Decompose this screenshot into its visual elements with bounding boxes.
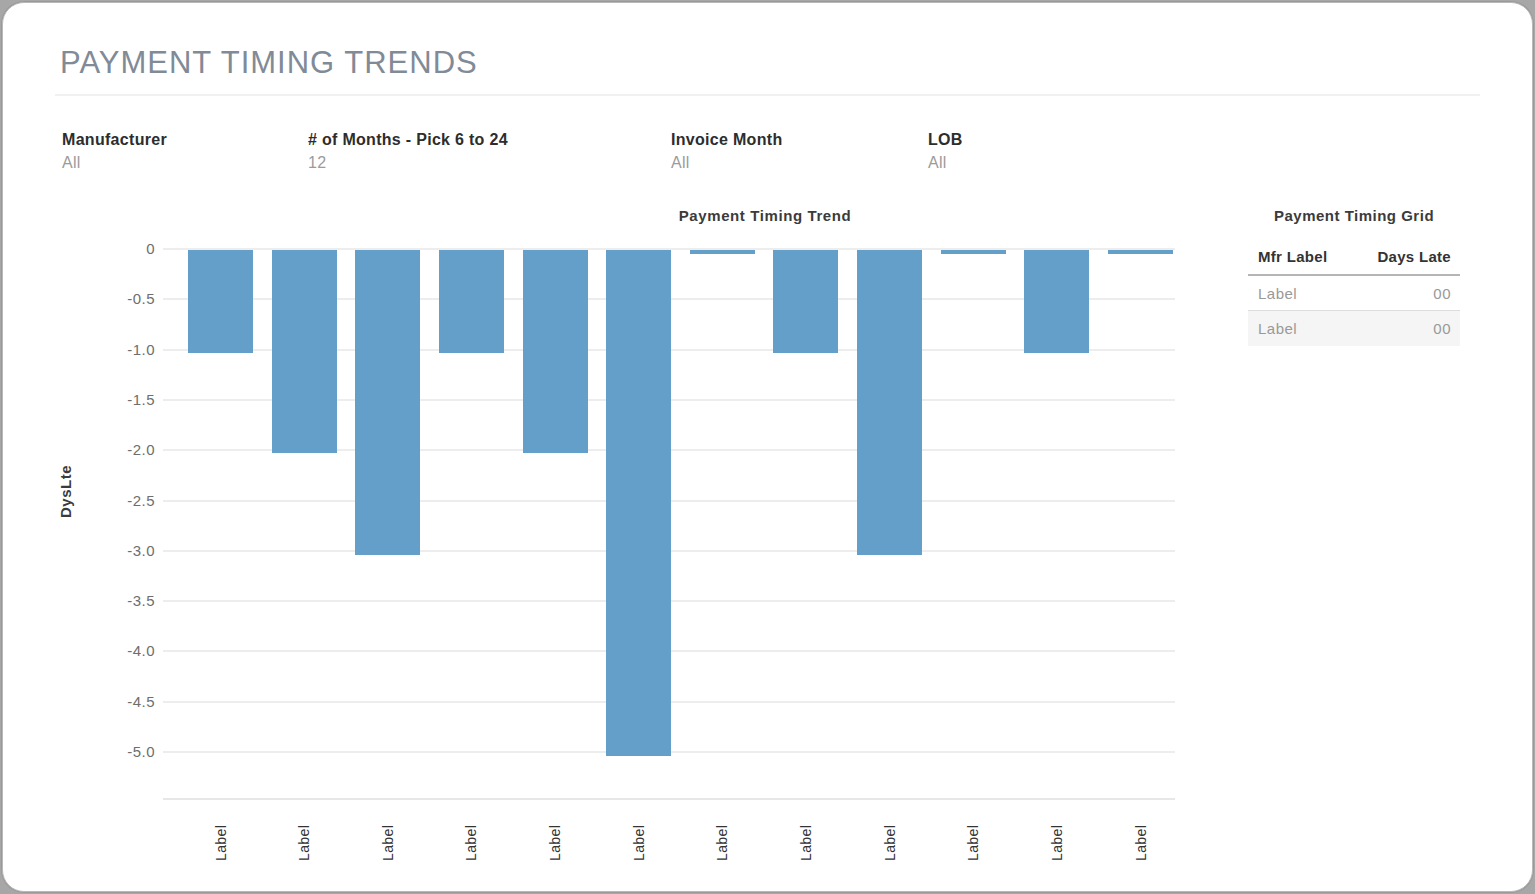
dashboard-card: PAYMENT TIMING TRENDS Manufacturer All #… <box>2 2 1533 892</box>
bar[interactable] <box>1108 250 1173 254</box>
bar[interactable] <box>188 250 253 353</box>
filter-manufacturer[interactable]: Manufacturer All <box>62 131 167 172</box>
x-axis-tick-label: Label <box>1133 825 1149 861</box>
filter-label: Manufacturer <box>62 131 167 149</box>
grid-cell-days-late: 00 <box>1433 320 1451 337</box>
plot-area <box>163 243 1175 800</box>
filter-months[interactable]: # of Months - Pick 6 to 24 12 <box>308 131 508 172</box>
grid-title: Payment Timing Grid <box>1248 207 1460 224</box>
page-title: PAYMENT TIMING TRENDS <box>60 45 478 81</box>
x-axis-tick-label: Label <box>714 825 730 861</box>
grid-rows: Label 00 Label 00 <box>1248 276 1460 346</box>
bar[interactable] <box>1024 250 1089 353</box>
y-axis-title: DysLte <box>57 465 74 518</box>
filter-label: # of Months - Pick 6 to 24 <box>308 131 508 149</box>
grid-table: Mfr Label Days Late Label 00 Label 00 <box>1248 248 1460 346</box>
grid-data-row: Label 00 <box>1248 276 1460 311</box>
grid-cell-days-late: 00 <box>1433 285 1451 302</box>
bar[interactable] <box>857 250 922 555</box>
filter-value: 12 <box>308 154 508 172</box>
filter-value: All <box>928 154 963 172</box>
filter-value: All <box>671 154 782 172</box>
grid-header-days-late: Days Late <box>1377 248 1451 265</box>
y-axis-tick-label: -3.5 <box>95 592 155 610</box>
bar[interactable] <box>941 250 1006 254</box>
filter-value: All <box>62 154 167 172</box>
y-axis-tick-label: -2.5 <box>95 492 155 510</box>
x-axis-tick-label: Label <box>798 825 814 861</box>
y-axis-tick-label: -1.0 <box>95 341 155 359</box>
x-axis-tick-label: Label <box>631 825 647 861</box>
filter-label: Invoice Month <box>671 131 782 149</box>
title-divider <box>55 94 1480 96</box>
x-axis-tick-label: Label <box>296 825 312 861</box>
bar[interactable] <box>272 250 337 453</box>
grid-cell-mfr: Label <box>1258 320 1297 337</box>
x-axis-tick-label: Label <box>1049 825 1065 861</box>
x-axis-tick-label: Label <box>463 825 479 861</box>
filter-label: LOB <box>928 131 963 149</box>
x-axis-tick-label: Label <box>213 825 229 861</box>
y-axis-tick-label: -1.5 <box>95 391 155 409</box>
chart-title: Payment Timing Trend <box>565 207 965 224</box>
bar[interactable] <box>439 250 504 353</box>
x-axis-tick-label: Label <box>547 825 563 861</box>
x-axis-tick-label: Label <box>965 825 981 861</box>
y-axis-tick-label: 0 <box>95 240 155 258</box>
x-axis-tick-label: Label <box>380 825 396 861</box>
y-axis-tick-label: -4.0 <box>95 642 155 660</box>
y-axis-tick-label: -4.5 <box>95 693 155 711</box>
bar[interactable] <box>690 250 755 254</box>
bar[interactable] <box>523 250 588 453</box>
filter-invoice-month[interactable]: Invoice Month All <box>671 131 782 172</box>
grid-data-row: Label 00 <box>1248 311 1460 346</box>
y-axis-tick-label: -2.0 <box>95 441 155 459</box>
grid-header-row: Mfr Label Days Late <box>1248 248 1460 276</box>
y-axis-tick-label: -0.5 <box>95 290 155 308</box>
y-axis-tick-label: -3.0 <box>95 542 155 560</box>
x-axis-tick-label: Label <box>882 825 898 861</box>
filter-lob[interactable]: LOB All <box>928 131 963 172</box>
bar[interactable] <box>773 250 838 353</box>
bar[interactable] <box>355 250 420 555</box>
y-axis-tick-label: -5.0 <box>95 743 155 761</box>
grid-cell-mfr: Label <box>1258 285 1297 302</box>
bar[interactable] <box>606 250 671 756</box>
payment-timing-grid-panel: Payment Timing Grid Mfr Label Days Late … <box>1248 207 1460 346</box>
grid-header-mfr-label: Mfr Label <box>1258 248 1327 265</box>
